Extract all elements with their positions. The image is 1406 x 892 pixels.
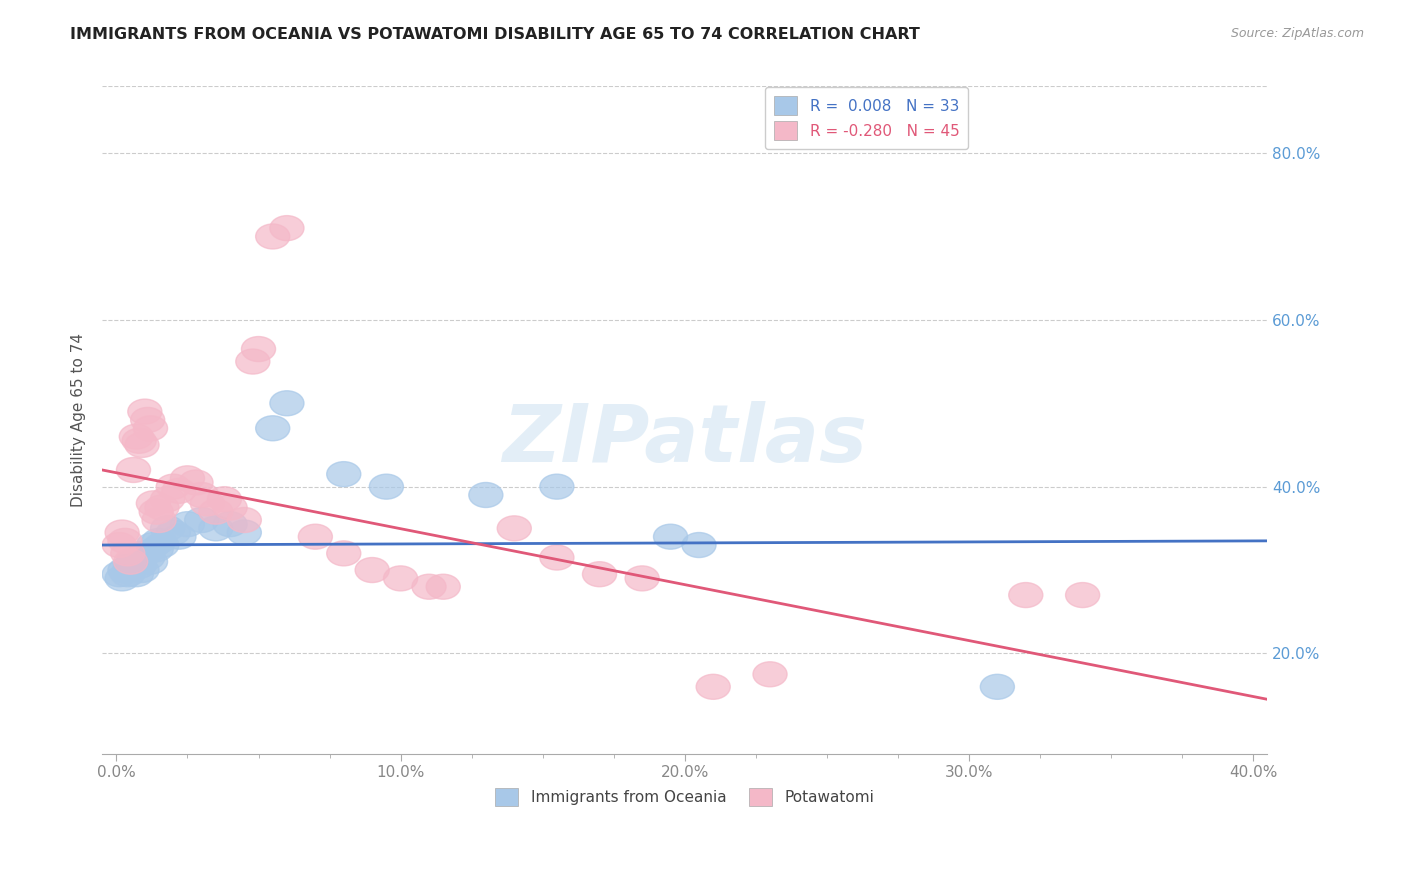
Ellipse shape: [498, 516, 531, 541]
Ellipse shape: [162, 524, 195, 549]
Ellipse shape: [270, 391, 304, 416]
Ellipse shape: [145, 533, 179, 558]
Ellipse shape: [114, 549, 148, 574]
Ellipse shape: [228, 520, 262, 545]
Ellipse shape: [117, 458, 150, 483]
Ellipse shape: [626, 566, 659, 591]
Ellipse shape: [120, 424, 153, 450]
Ellipse shape: [540, 545, 574, 570]
Ellipse shape: [256, 416, 290, 441]
Ellipse shape: [228, 508, 262, 533]
Ellipse shape: [108, 558, 142, 582]
Ellipse shape: [114, 553, 148, 578]
Ellipse shape: [136, 491, 170, 516]
Ellipse shape: [1008, 582, 1043, 607]
Ellipse shape: [150, 487, 184, 512]
Ellipse shape: [120, 562, 153, 587]
Ellipse shape: [128, 399, 162, 424]
Ellipse shape: [170, 466, 204, 491]
Ellipse shape: [582, 562, 617, 587]
Ellipse shape: [412, 574, 446, 599]
Ellipse shape: [131, 545, 165, 570]
Ellipse shape: [170, 512, 204, 537]
Ellipse shape: [142, 508, 176, 533]
Legend: Immigrants from Oceania, Potawatomi: Immigrants from Oceania, Potawatomi: [489, 781, 880, 813]
Ellipse shape: [156, 475, 190, 500]
Text: Source: ZipAtlas.com: Source: ZipAtlas.com: [1230, 27, 1364, 40]
Ellipse shape: [111, 562, 145, 587]
Ellipse shape: [980, 674, 1014, 699]
Ellipse shape: [236, 349, 270, 374]
Ellipse shape: [128, 541, 162, 566]
Ellipse shape: [139, 537, 173, 562]
Ellipse shape: [207, 487, 242, 512]
Ellipse shape: [103, 533, 136, 558]
Ellipse shape: [426, 574, 460, 599]
Ellipse shape: [214, 512, 247, 537]
Ellipse shape: [326, 541, 361, 566]
Ellipse shape: [136, 533, 170, 558]
Ellipse shape: [184, 483, 219, 508]
Ellipse shape: [145, 495, 179, 520]
Ellipse shape: [122, 553, 156, 578]
Ellipse shape: [370, 475, 404, 500]
Ellipse shape: [468, 483, 503, 508]
Ellipse shape: [270, 216, 304, 241]
Ellipse shape: [696, 674, 730, 699]
Ellipse shape: [654, 524, 688, 549]
Ellipse shape: [190, 491, 225, 516]
Ellipse shape: [122, 428, 156, 453]
Ellipse shape: [103, 562, 136, 587]
Ellipse shape: [198, 500, 233, 524]
Ellipse shape: [298, 524, 332, 549]
Ellipse shape: [142, 528, 176, 553]
Ellipse shape: [326, 462, 361, 487]
Ellipse shape: [256, 224, 290, 249]
Ellipse shape: [117, 549, 150, 574]
Y-axis label: Disability Age 65 to 74: Disability Age 65 to 74: [72, 333, 86, 507]
Ellipse shape: [139, 500, 173, 524]
Ellipse shape: [105, 566, 139, 591]
Ellipse shape: [184, 508, 219, 533]
Ellipse shape: [125, 558, 159, 582]
Ellipse shape: [356, 558, 389, 582]
Ellipse shape: [754, 662, 787, 687]
Ellipse shape: [108, 528, 142, 553]
Ellipse shape: [384, 566, 418, 591]
Text: IMMIGRANTS FROM OCEANIA VS POTAWATOMI DISABILITY AGE 65 TO 74 CORRELATION CHART: IMMIGRANTS FROM OCEANIA VS POTAWATOMI DI…: [70, 27, 920, 42]
Ellipse shape: [105, 520, 139, 545]
Ellipse shape: [134, 549, 167, 574]
Ellipse shape: [156, 520, 190, 545]
Ellipse shape: [214, 495, 247, 520]
Ellipse shape: [111, 541, 145, 566]
Ellipse shape: [540, 475, 574, 500]
Ellipse shape: [198, 516, 233, 541]
Ellipse shape: [162, 478, 195, 503]
Ellipse shape: [134, 416, 167, 441]
Ellipse shape: [125, 433, 159, 458]
Ellipse shape: [179, 470, 214, 495]
Ellipse shape: [131, 408, 165, 433]
Ellipse shape: [1066, 582, 1099, 607]
Text: ZIPatlas: ZIPatlas: [502, 401, 868, 479]
Ellipse shape: [682, 533, 716, 558]
Ellipse shape: [150, 516, 184, 541]
Ellipse shape: [242, 336, 276, 361]
